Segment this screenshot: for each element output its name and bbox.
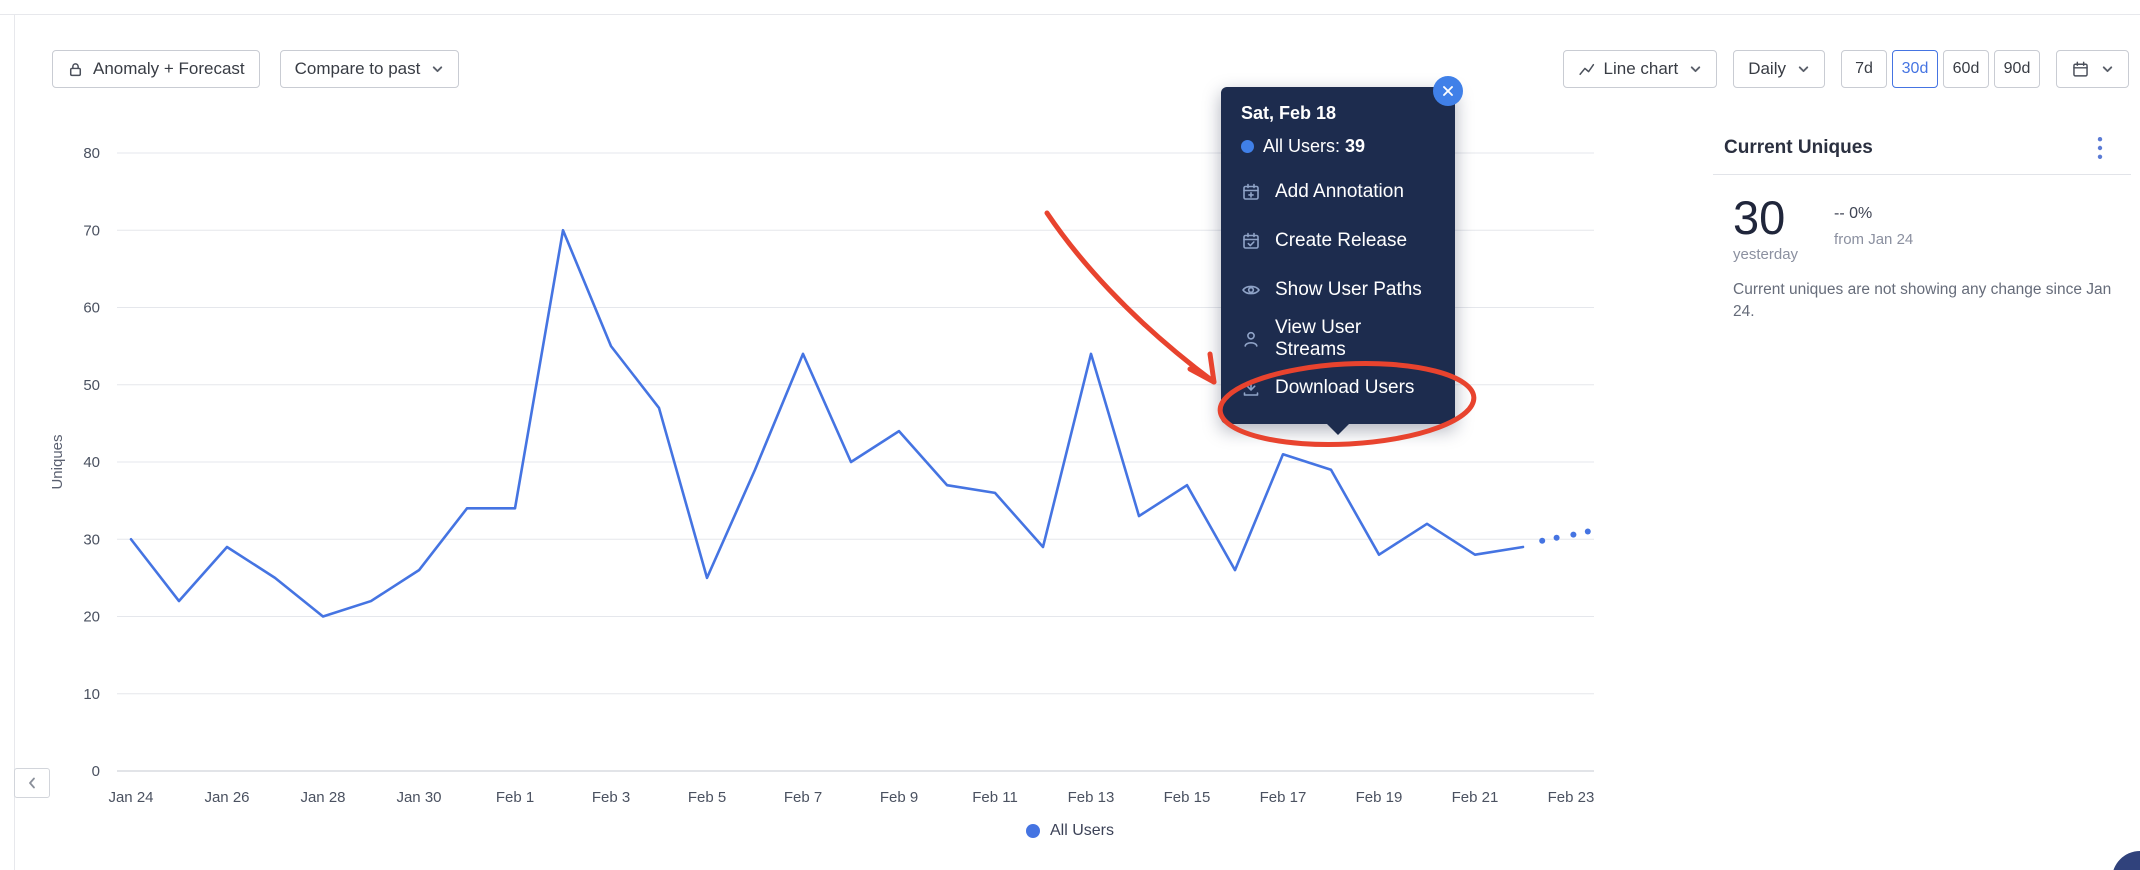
collapse-panel-button[interactable] [14,768,50,798]
tooltip-menu-item-view-user-streams[interactable]: View User Streams [1241,314,1435,363]
panel-description: Current uniques are not showing any chan… [1733,281,2112,320]
lock-icon [69,62,82,76]
tooltip-menu-item-show-user-paths[interactable]: Show User Paths [1241,265,1435,314]
chart-tooltip-popup: Sat, Feb 18 All Users: 39 Add Annotation… [1221,76,1463,435]
change-value: -- 0% [1834,205,1873,222]
compare-to-past-button[interactable]: Compare to past [279,50,460,88]
tooltip-menu-item-label: Download Users [1275,376,1415,398]
svg-text:Feb 23: Feb 23 [1548,789,1595,806]
tooltip-close-button[interactable] [1433,76,1463,106]
tooltip-menu-item-label: Create Release [1275,229,1408,251]
top-divider [0,14,2140,15]
svg-text:Jan 24: Jan 24 [108,789,153,806]
calendar-icon [2073,61,2088,77]
tooltip-menu: Add Annotation Create Release Show User Pa… [1241,167,1435,412]
metric-value: 30 [1733,191,1786,244]
range-7d-button[interactable]: 7d [1841,50,1887,88]
change-block: -- 0% from Jan 24 [1834,205,1913,248]
tooltip-menu-item-download-users[interactable]: Download Users [1241,363,1435,412]
panel-header: Current Uniques [1713,134,2131,162]
range-90d-button[interactable]: 90d [1994,50,2040,88]
interval-label: Daily [1748,59,1786,78]
compare-to-past-label: Compare to past [294,59,421,78]
svg-text:Feb 19: Feb 19 [1356,789,1403,806]
svg-text:0: 0 [92,763,100,780]
anomaly-forecast-button[interactable]: Anomaly + Forecast [52,50,260,88]
tooltip-series-label: All Users: 39 [1263,136,1366,156]
svg-text:Feb 21: Feb 21 [1452,789,1499,806]
svg-text:30: 30 [83,531,100,548]
svg-text:70: 70 [83,222,100,239]
metric-block: 30 yesterday [1733,191,1799,263]
svg-text:Feb 11: Feb 11 [972,789,1018,806]
interval-button[interactable]: Daily [1733,50,1825,88]
svg-text:80: 80 [83,145,100,162]
line-chart-icon [1578,63,1594,75]
tooltip-date: Sat, Feb 18 [1241,103,1337,123]
date-range-group: 7d 30d 60d 90d [1841,50,2040,88]
svg-text:60: 60 [83,300,100,317]
range-30d-button[interactable]: 30d [1892,50,1938,88]
svg-text:Feb 9: Feb 9 [880,789,918,806]
metric-caption: yesterday [1733,246,1799,263]
svg-text:Uniques: Uniques [49,434,66,489]
toolbar-right: Line chart Daily 7d 30d 60d 90d [1562,50,2129,88]
svg-text:Feb 3: Feb 3 [592,789,630,806]
release-icon [1241,231,1261,251]
svg-text:20: 20 [83,609,100,626]
left-panel-divider [14,14,15,870]
svg-text:Feb 15: Feb 15 [1164,789,1211,806]
legend-marker [1025,824,1040,838]
tooltip-menu-item-create-release[interactable]: Create Release [1241,216,1435,265]
series-dot-icon [1241,140,1254,153]
svg-text:10: 10 [83,686,100,703]
chevron-down-icon [2102,65,2113,72]
close-icon [1443,86,1453,96]
user-icon [1241,329,1261,349]
tooltip-menu-item-label: Show User Paths [1275,278,1422,300]
panel-more-options-button[interactable] [2091,134,2109,162]
chevron-down-icon [433,65,443,72]
download-icon [1241,378,1261,398]
chevron-left-icon [29,777,35,789]
panel-stats: 30 yesterday -- 0% from Jan 24 [1713,191,2131,263]
chevron-down-icon [1690,65,1701,72]
panel-divider [1713,174,2131,175]
kebab-icon [2097,137,2103,159]
panel-title: Current Uniques [1724,137,1873,158]
svg-text:Jan 28: Jan 28 [300,789,345,806]
change-caption: from Jan 24 [1834,231,1914,248]
annotation-icon [1241,182,1261,202]
tooltip-menu-item-add-annotation[interactable]: Add Annotation [1241,167,1435,216]
svg-text:Feb 17: Feb 17 [1260,789,1307,806]
legend-all-users[interactable]: All Users [0,822,2140,840]
svg-text:50: 50 [83,377,100,394]
eye-icon [1241,280,1261,300]
range-60d-button[interactable]: 60d [1943,50,1989,88]
anomaly-forecast-label: Anomaly + Forecast [93,59,245,78]
svg-text:Feb 7: Feb 7 [784,789,822,806]
tooltip-series-value-row: All Users: 39 [1241,136,1435,157]
tooltip-menu-item-label: View User Streams [1275,316,1362,360]
svg-text:Feb 13: Feb 13 [1068,789,1115,806]
date-picker-button[interactable] [2056,50,2129,88]
svg-text:Jan 26: Jan 26 [204,789,249,806]
svg-text:Feb 1: Feb 1 [496,789,534,806]
tooltip-pointer [1326,423,1350,435]
svg-text:Jan 30: Jan 30 [396,789,441,806]
chevron-down-icon [1798,65,1809,72]
tooltip-series-value: 39 [1345,136,1366,156]
chart-type-button[interactable]: Line chart [1562,50,1718,88]
chart-type-label: Line chart [1603,59,1679,78]
tooltip-menu-item-label: Add Annotation [1275,180,1404,202]
legend-label: All Users [1049,822,1114,839]
current-uniques-panel: Current Uniques 30 yesterday -- 0% from … [1713,134,2131,322]
toolbar-left: Anomaly + Forecast Compare to past [52,50,460,88]
svg-text:Feb 5: Feb 5 [688,789,726,806]
svg-text:40: 40 [83,454,100,471]
